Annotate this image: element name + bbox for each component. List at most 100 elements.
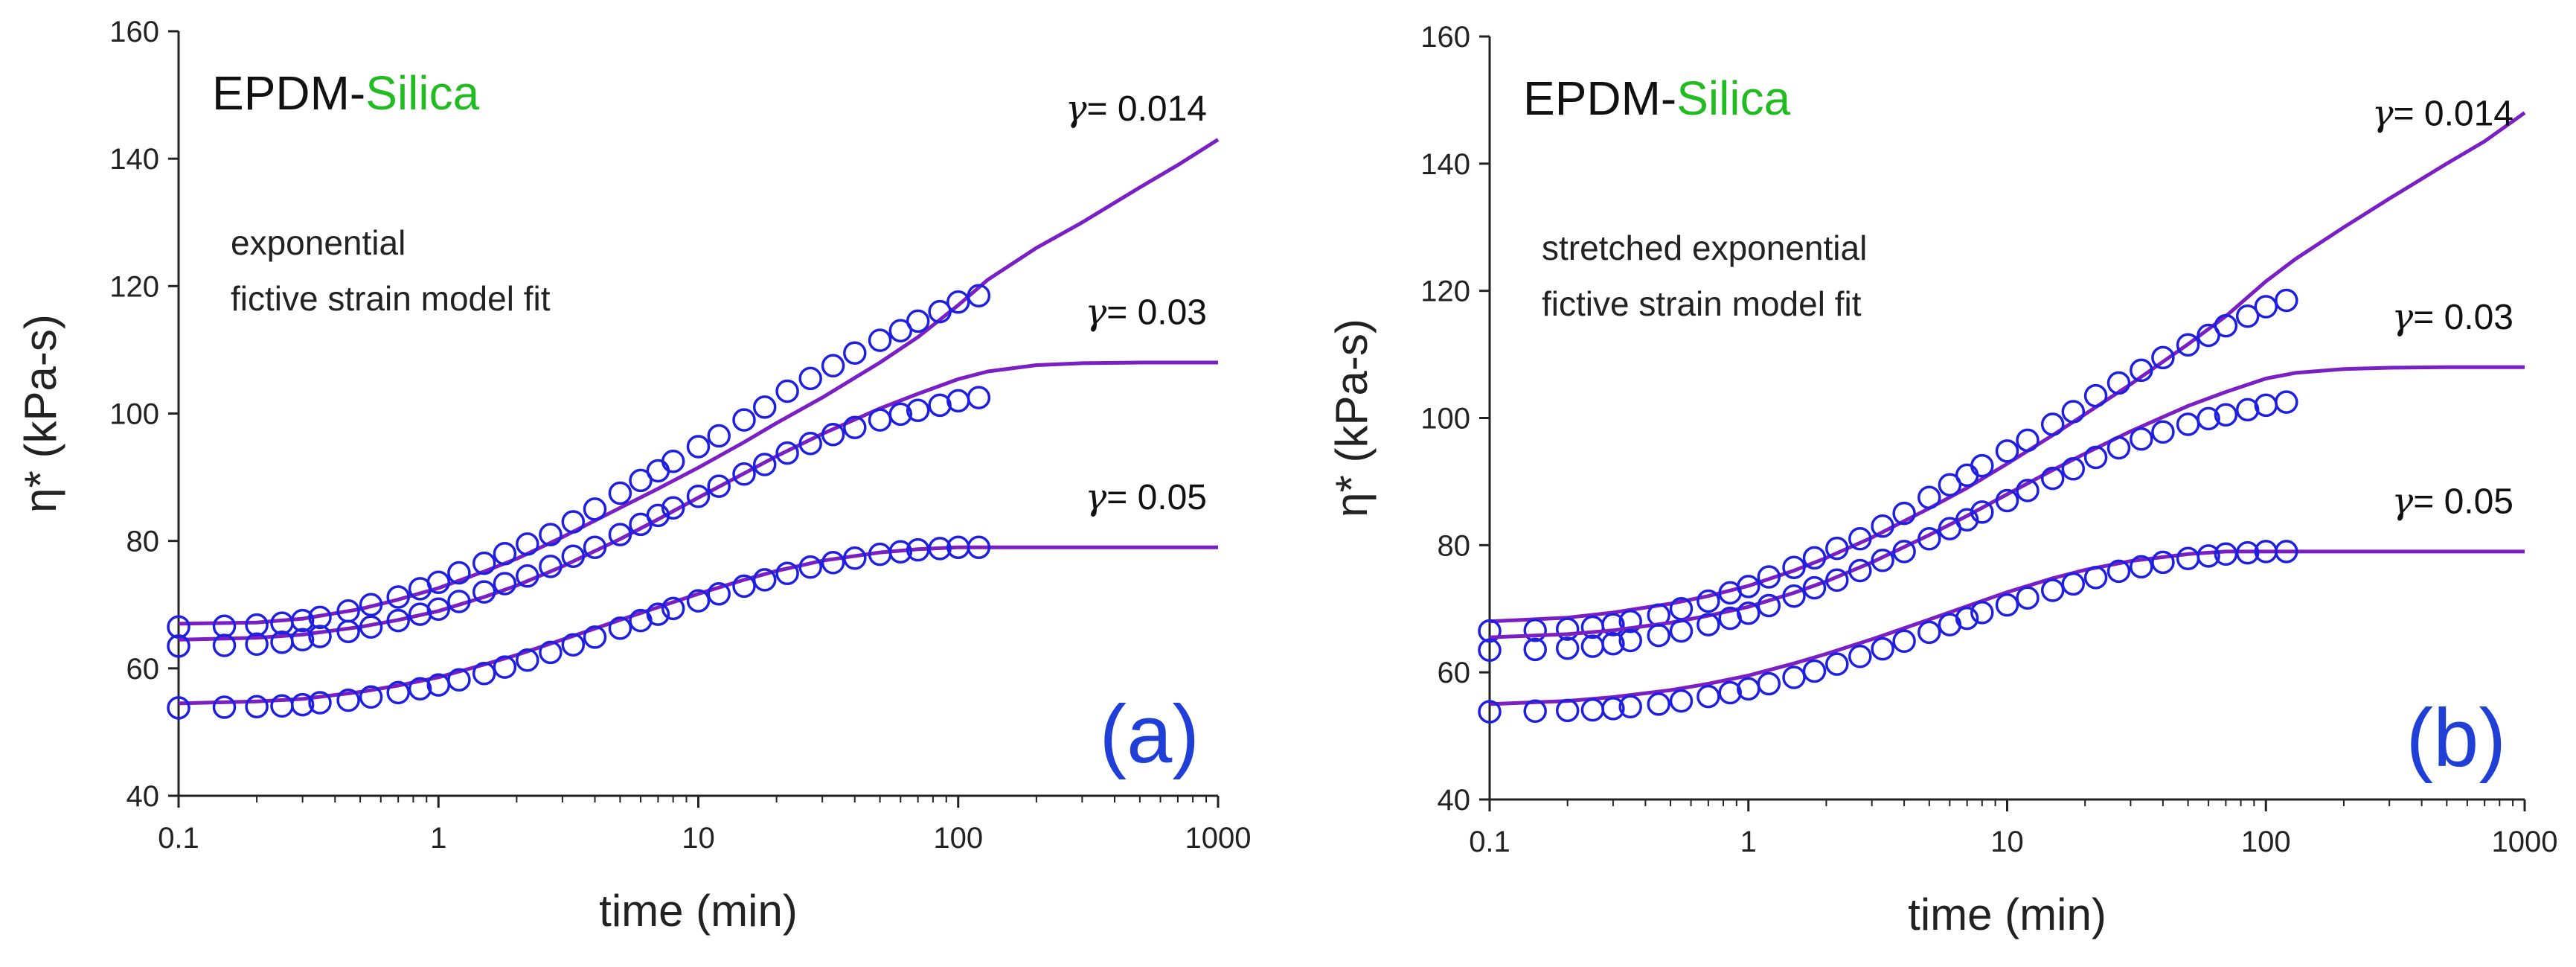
data-point	[707, 581, 731, 606]
data-point	[1825, 536, 1849, 561]
curve-label-value: = 0.05	[1106, 478, 1207, 517]
x-tick-label: 10	[1990, 826, 2024, 858]
curve-label-gamma: γ	[1066, 88, 1087, 130]
chart-title-prefix: EPDM-	[212, 66, 365, 120]
data-point	[1555, 636, 1580, 660]
data-point	[561, 544, 586, 568]
data-point	[1995, 488, 2019, 513]
fit-line	[1489, 365, 2525, 639]
data-point	[245, 632, 269, 657]
data-point	[2130, 358, 2153, 383]
y-tick-label: 100	[109, 398, 159, 431]
y-tick-label: 80	[1438, 529, 1471, 562]
data-point	[2061, 400, 2086, 424]
data-point	[472, 661, 496, 686]
data-point	[775, 379, 799, 403]
curve-label-gamma: γ	[2392, 296, 2414, 338]
chart-title-prefix: EPDM-	[1523, 71, 1676, 125]
data-point	[2197, 544, 2220, 568]
data-point	[686, 435, 711, 459]
data-point	[661, 496, 685, 520]
data-point	[1478, 700, 1502, 724]
annotation-line: exponential	[231, 223, 406, 262]
data-point	[1995, 593, 2019, 617]
data-point	[1647, 623, 1670, 648]
data-point	[1580, 698, 1605, 722]
data-point	[245, 613, 269, 637]
data-point	[1478, 619, 1502, 643]
curve-label: γ= 0.014	[2372, 93, 2513, 135]
data-point	[646, 602, 670, 626]
data-point	[2151, 550, 2175, 575]
data-point	[2151, 420, 2175, 444]
data-point	[798, 431, 822, 456]
data-point	[2130, 427, 2153, 451]
x-tick-label: 1	[430, 822, 446, 855]
data-point	[1917, 485, 1941, 510]
curve-label-gamma: γ	[1086, 476, 1107, 518]
data-point	[290, 692, 315, 717]
data-point	[1580, 634, 1605, 658]
panel-label: (a)	[1100, 689, 1199, 780]
data-point	[2106, 559, 2131, 584]
fit-line	[178, 360, 1218, 642]
data-point	[408, 677, 432, 700]
chart-title: EPDM-Silica	[1523, 71, 1791, 125]
data-point	[946, 290, 970, 314]
data-point	[1696, 589, 1720, 613]
data-point	[359, 615, 383, 639]
data-point	[888, 319, 913, 342]
data-point	[661, 449, 685, 473]
data-point	[608, 481, 632, 505]
data-point	[2197, 323, 2220, 348]
data-point	[646, 459, 670, 483]
data-point	[1938, 473, 1962, 497]
chart-title-highlight: Silica	[365, 66, 479, 120]
data-point	[2275, 540, 2298, 564]
data-point	[2275, 288, 2298, 313]
data-point	[539, 640, 563, 665]
data-point	[1647, 692, 1670, 716]
data-point	[561, 633, 586, 657]
data-point	[868, 408, 892, 432]
series-group: γ= 0.03	[1478, 296, 2525, 663]
data-point	[843, 341, 867, 365]
data-point	[472, 580, 496, 604]
y-tick-label: 140	[1420, 148, 1470, 181]
data-point	[1848, 527, 1872, 551]
data-point	[707, 474, 731, 498]
y-tick-label: 160	[1420, 21, 1470, 54]
data-point	[2106, 435, 2131, 460]
data-point	[212, 634, 237, 657]
data-point	[426, 597, 451, 621]
data-point	[1802, 546, 1827, 570]
curve-label-value: = 0.03	[2413, 298, 2513, 337]
curve-label-gamma: γ	[2372, 93, 2394, 135]
data-point	[686, 589, 711, 613]
data-point	[629, 468, 653, 493]
data-point	[2083, 383, 2108, 408]
fit-line	[178, 545, 1218, 706]
data-point	[583, 535, 607, 559]
data-point	[308, 625, 332, 648]
curve-label-gamma: γ	[1086, 292, 1107, 333]
y-tick-label: 60	[126, 653, 160, 686]
data-point	[843, 546, 867, 570]
data-point	[868, 328, 892, 352]
data-point	[2176, 412, 2200, 436]
data-point	[386, 680, 410, 705]
data-point	[608, 616, 632, 640]
y-tick-label: 60	[1438, 657, 1471, 689]
data-point	[1892, 501, 1916, 526]
data-point	[1737, 601, 1760, 625]
data-point	[821, 354, 845, 378]
data-point	[1478, 638, 1502, 663]
data-point	[583, 497, 607, 521]
data-point	[1523, 619, 1547, 642]
data-point	[2176, 333, 2200, 357]
data-point	[2083, 445, 2108, 470]
x-axis-title: time (min)	[1908, 890, 2106, 939]
data-point	[1555, 617, 1580, 641]
data-point	[2040, 466, 2065, 491]
data-point	[2040, 412, 2065, 436]
